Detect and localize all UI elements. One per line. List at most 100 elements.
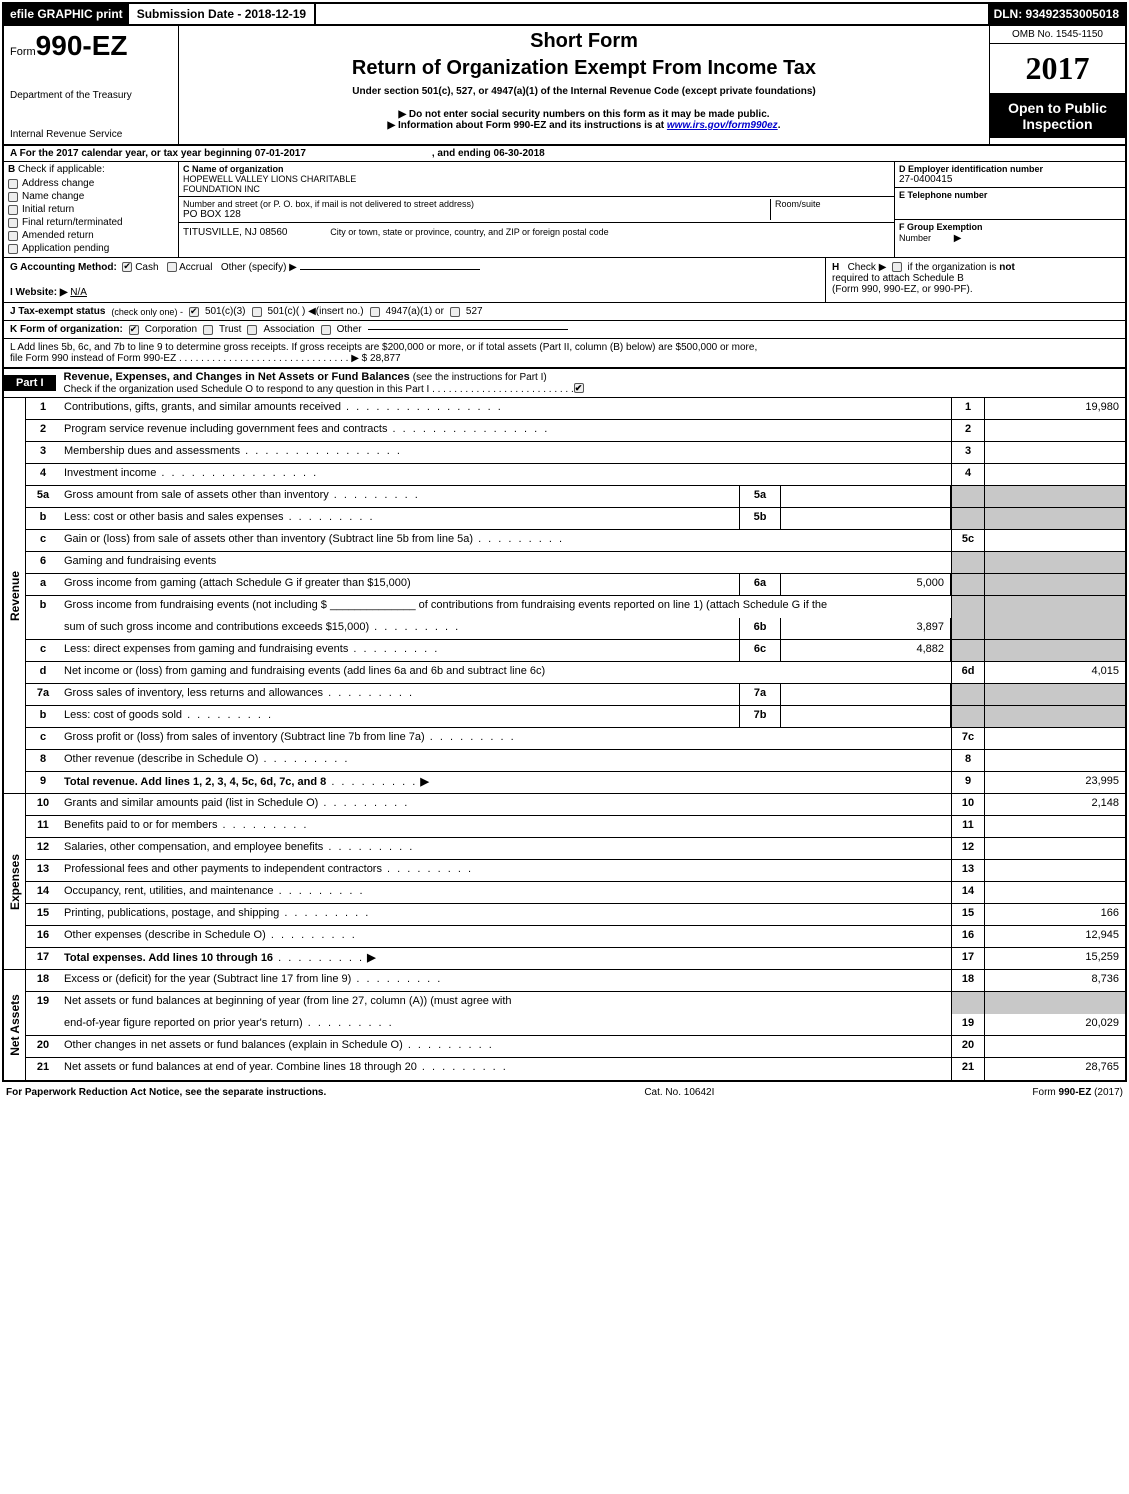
rv — [985, 882, 1125, 903]
info-line: ▶ Information about Form 990-EZ and its … — [185, 120, 983, 131]
desc: Gross income from fundraising events (no… — [60, 596, 951, 618]
section-h: H Check ▶ if the organization is not req… — [825, 258, 1125, 302]
ln: c — [26, 640, 60, 661]
revenue-section: Revenue 1 Contributions, gifts, grants, … — [4, 398, 1125, 794]
ln: 21 — [26, 1058, 60, 1080]
netassets-rows: 18 Excess or (deficit) for the year (Sub… — [26, 970, 1125, 1080]
rn: 6d — [951, 662, 985, 683]
checkbox-icon[interactable] — [8, 205, 18, 215]
chk-address-change[interactable]: Address change — [8, 177, 174, 190]
mn: 5b — [739, 508, 781, 529]
line-17: 17 Total expenses. Add lines 10 through … — [26, 948, 1125, 970]
checkbox-icon[interactable] — [8, 192, 18, 202]
rn-shade — [951, 486, 985, 507]
rv — [985, 530, 1125, 551]
rv: 20,029 — [985, 1014, 1125, 1035]
radio-cash-icon[interactable] — [122, 262, 132, 272]
chk-4947-icon[interactable] — [370, 307, 380, 317]
mv — [781, 684, 951, 705]
ln: 1 — [26, 398, 60, 419]
footer-right-suffix: (2017) — [1091, 1087, 1123, 1098]
chk-lbl-initial: Initial return — [22, 204, 74, 215]
section-b: B Check if applicable: Address change Na… — [4, 162, 179, 257]
h-checkbox-icon[interactable] — [892, 262, 902, 272]
rv: 23,995 — [985, 772, 1125, 793]
city-box: TITUSVILLE, NJ 08560 City or town, state… — [179, 223, 894, 242]
ln: 6 — [26, 552, 60, 573]
chk-amended[interactable]: Amended return — [8, 229, 174, 242]
desc: Membership dues and assessments — [60, 442, 951, 463]
arrow-icon: ▶ — [367, 952, 375, 964]
h-text1: if the organization is not — [908, 262, 1015, 273]
section-k: K Form of organization: Corporation Trus… — [4, 321, 1125, 339]
ln: c — [26, 728, 60, 749]
part1-sched-o-checkbox-icon[interactable] — [574, 383, 584, 393]
chk-527-icon[interactable] — [450, 307, 460, 317]
street-left: Number and street (or P. O. box, if mail… — [183, 199, 770, 220]
omb-number: OMB No. 1545-1150 — [990, 26, 1125, 44]
checkbox-icon[interactable] — [8, 231, 18, 241]
desc: sum of such gross income and contributio… — [60, 618, 739, 639]
line-9: 9 Total revenue. Add lines 1, 2, 3, 4, 5… — [26, 772, 1125, 794]
g-accrual: Accrual — [179, 262, 212, 273]
rn: 17 — [951, 948, 985, 969]
chk-pending[interactable]: Application pending — [8, 242, 174, 255]
rv — [985, 816, 1125, 837]
line-8: 8 Other revenue (describe in Schedule O)… — [26, 750, 1125, 772]
ln: b — [26, 706, 60, 727]
rv — [985, 1036, 1125, 1057]
chk-final[interactable]: Final return/terminated — [8, 216, 174, 229]
ln: c — [26, 530, 60, 551]
efile-label: efile GRAPHIC print — [4, 4, 129, 24]
under-section: Under section 501(c), 527, or 4947(a)(1)… — [185, 86, 983, 97]
desc: Professional fees and other payments to … — [60, 860, 951, 881]
e-label: E Telephone number — [899, 190, 1121, 200]
line-21: 21 Net assets or fund balances at end of… — [26, 1058, 1125, 1080]
dots — [273, 952, 364, 964]
ln: 11 — [26, 816, 60, 837]
footer-mid: Cat. No. 10642I — [644, 1087, 714, 1098]
rn-shade — [951, 640, 985, 661]
checkbox-icon[interactable] — [8, 179, 18, 189]
rv: 12,945 — [985, 926, 1125, 947]
chk-501c3-icon[interactable] — [189, 307, 199, 317]
desc: end-of-year figure reported on prior yea… — [60, 1014, 951, 1035]
chk-501c-icon[interactable] — [252, 307, 262, 317]
checkbox-icon[interactable] — [8, 218, 18, 228]
rn: 13 — [951, 860, 985, 881]
rn: 9 — [951, 772, 985, 793]
chk-other-icon[interactable] — [321, 325, 331, 335]
k-o2: Trust — [219, 324, 241, 335]
g-other-input[interactable] — [300, 269, 480, 270]
j-o4: 527 — [466, 306, 483, 317]
rn: 18 — [951, 970, 985, 991]
chk-assoc-icon[interactable] — [247, 325, 257, 335]
ln: 7a — [26, 684, 60, 705]
ln: 9 — [26, 772, 60, 793]
k-other-input[interactable] — [368, 329, 568, 330]
checkbox-icon[interactable] — [8, 244, 18, 254]
rn: 12 — [951, 838, 985, 859]
rv — [985, 442, 1125, 463]
mv — [781, 508, 951, 529]
section-g: G Accounting Method: Cash Accrual Other … — [4, 258, 825, 302]
chk-initial[interactable]: Initial return — [8, 203, 174, 216]
ln: 5a — [26, 486, 60, 507]
chk-name-change[interactable]: Name change — [8, 190, 174, 203]
room-suite: Room/suite — [770, 199, 890, 220]
rn: 8 — [951, 750, 985, 771]
desc: Benefits paid to or for members — [60, 816, 951, 837]
topbar: efile GRAPHIC print Submission Date - 20… — [4, 4, 1125, 26]
org-name-1: HOPEWELL VALLEY LIONS CHARITABLE — [183, 174, 890, 184]
radio-accrual-icon[interactable] — [167, 262, 177, 272]
desc: Other changes in net assets or fund bala… — [60, 1036, 951, 1057]
rn-shade — [951, 684, 985, 705]
chk-corp-icon[interactable] — [129, 325, 139, 335]
info-link[interactable]: www.irs.gov/form990ez — [667, 120, 778, 131]
line-2: 2 Program service revenue including gove… — [26, 420, 1125, 442]
line-18: 18 Excess or (deficit) for the year (Sub… — [26, 970, 1125, 992]
header-center: Short Form Return of Organization Exempt… — [179, 26, 990, 144]
chk-trust-icon[interactable] — [203, 325, 213, 335]
desc: Gaming and fundraising events — [60, 552, 951, 573]
j-label: J Tax-exempt status — [10, 306, 105, 317]
